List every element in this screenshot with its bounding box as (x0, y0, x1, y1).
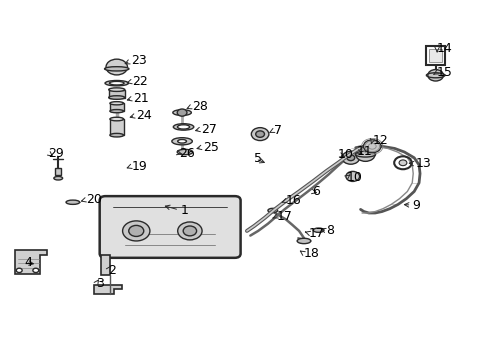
Ellipse shape (110, 117, 123, 121)
Ellipse shape (173, 124, 193, 130)
Text: 13: 13 (415, 157, 431, 170)
Text: 8: 8 (326, 224, 334, 238)
Circle shape (251, 128, 268, 140)
Ellipse shape (172, 110, 191, 116)
Polygon shape (101, 255, 110, 275)
Ellipse shape (110, 134, 123, 137)
Text: 17: 17 (276, 210, 291, 223)
Circle shape (355, 147, 374, 161)
Ellipse shape (177, 125, 189, 129)
Circle shape (183, 226, 196, 236)
Text: 5: 5 (254, 152, 262, 165)
Ellipse shape (110, 109, 123, 113)
Text: 26: 26 (178, 147, 194, 159)
Text: 28: 28 (191, 100, 207, 113)
Ellipse shape (177, 139, 186, 143)
Text: 10: 10 (346, 171, 362, 184)
Text: 9: 9 (412, 199, 420, 212)
Text: 21: 21 (133, 92, 149, 105)
Polygon shape (15, 250, 47, 274)
Polygon shape (94, 285, 122, 294)
Ellipse shape (110, 102, 123, 105)
Circle shape (177, 109, 186, 116)
Ellipse shape (297, 238, 310, 244)
Text: 15: 15 (436, 66, 452, 79)
Circle shape (177, 222, 202, 240)
Text: 7: 7 (273, 124, 281, 137)
Circle shape (122, 221, 150, 241)
Ellipse shape (105, 81, 128, 86)
Circle shape (345, 171, 359, 181)
FancyBboxPatch shape (100, 196, 240, 258)
Ellipse shape (54, 176, 62, 180)
Text: 10: 10 (337, 148, 353, 161)
Ellipse shape (267, 208, 277, 213)
Text: 22: 22 (132, 75, 148, 88)
Text: 24: 24 (136, 109, 152, 122)
Circle shape (427, 69, 443, 81)
Bar (109, 90, 125, 98)
Text: 17: 17 (308, 226, 324, 239)
Circle shape (33, 268, 39, 273)
Text: 18: 18 (304, 247, 319, 260)
Text: 3: 3 (96, 278, 103, 291)
Ellipse shape (177, 149, 192, 155)
Circle shape (16, 268, 22, 273)
Circle shape (341, 151, 359, 164)
Ellipse shape (66, 200, 80, 204)
Ellipse shape (171, 138, 192, 145)
Bar (428, 49, 442, 62)
Ellipse shape (313, 228, 324, 232)
Text: 6: 6 (311, 185, 319, 198)
Bar (425, 45, 445, 65)
Text: 23: 23 (131, 54, 147, 67)
Bar (55, 168, 61, 175)
Text: 27: 27 (201, 122, 217, 136)
Circle shape (255, 131, 264, 137)
Text: 1: 1 (181, 204, 188, 217)
Ellipse shape (104, 67, 129, 71)
Circle shape (346, 155, 354, 161)
Text: 14: 14 (436, 41, 452, 54)
Text: 16: 16 (285, 194, 301, 207)
Circle shape (363, 140, 380, 153)
Text: 20: 20 (86, 193, 102, 206)
Circle shape (128, 225, 143, 237)
Circle shape (398, 160, 406, 166)
Bar (110, 119, 124, 135)
Text: 12: 12 (371, 134, 387, 147)
Text: 29: 29 (48, 147, 64, 159)
Bar (110, 103, 124, 111)
Ellipse shape (108, 96, 124, 99)
Text: 19: 19 (131, 160, 147, 173)
Text: 2: 2 (108, 264, 116, 277)
Text: 11: 11 (356, 145, 372, 158)
Circle shape (106, 59, 127, 75)
Text: 4: 4 (24, 256, 32, 269)
Text: 25: 25 (203, 140, 219, 153)
Ellipse shape (109, 81, 124, 85)
Ellipse shape (108, 88, 124, 91)
